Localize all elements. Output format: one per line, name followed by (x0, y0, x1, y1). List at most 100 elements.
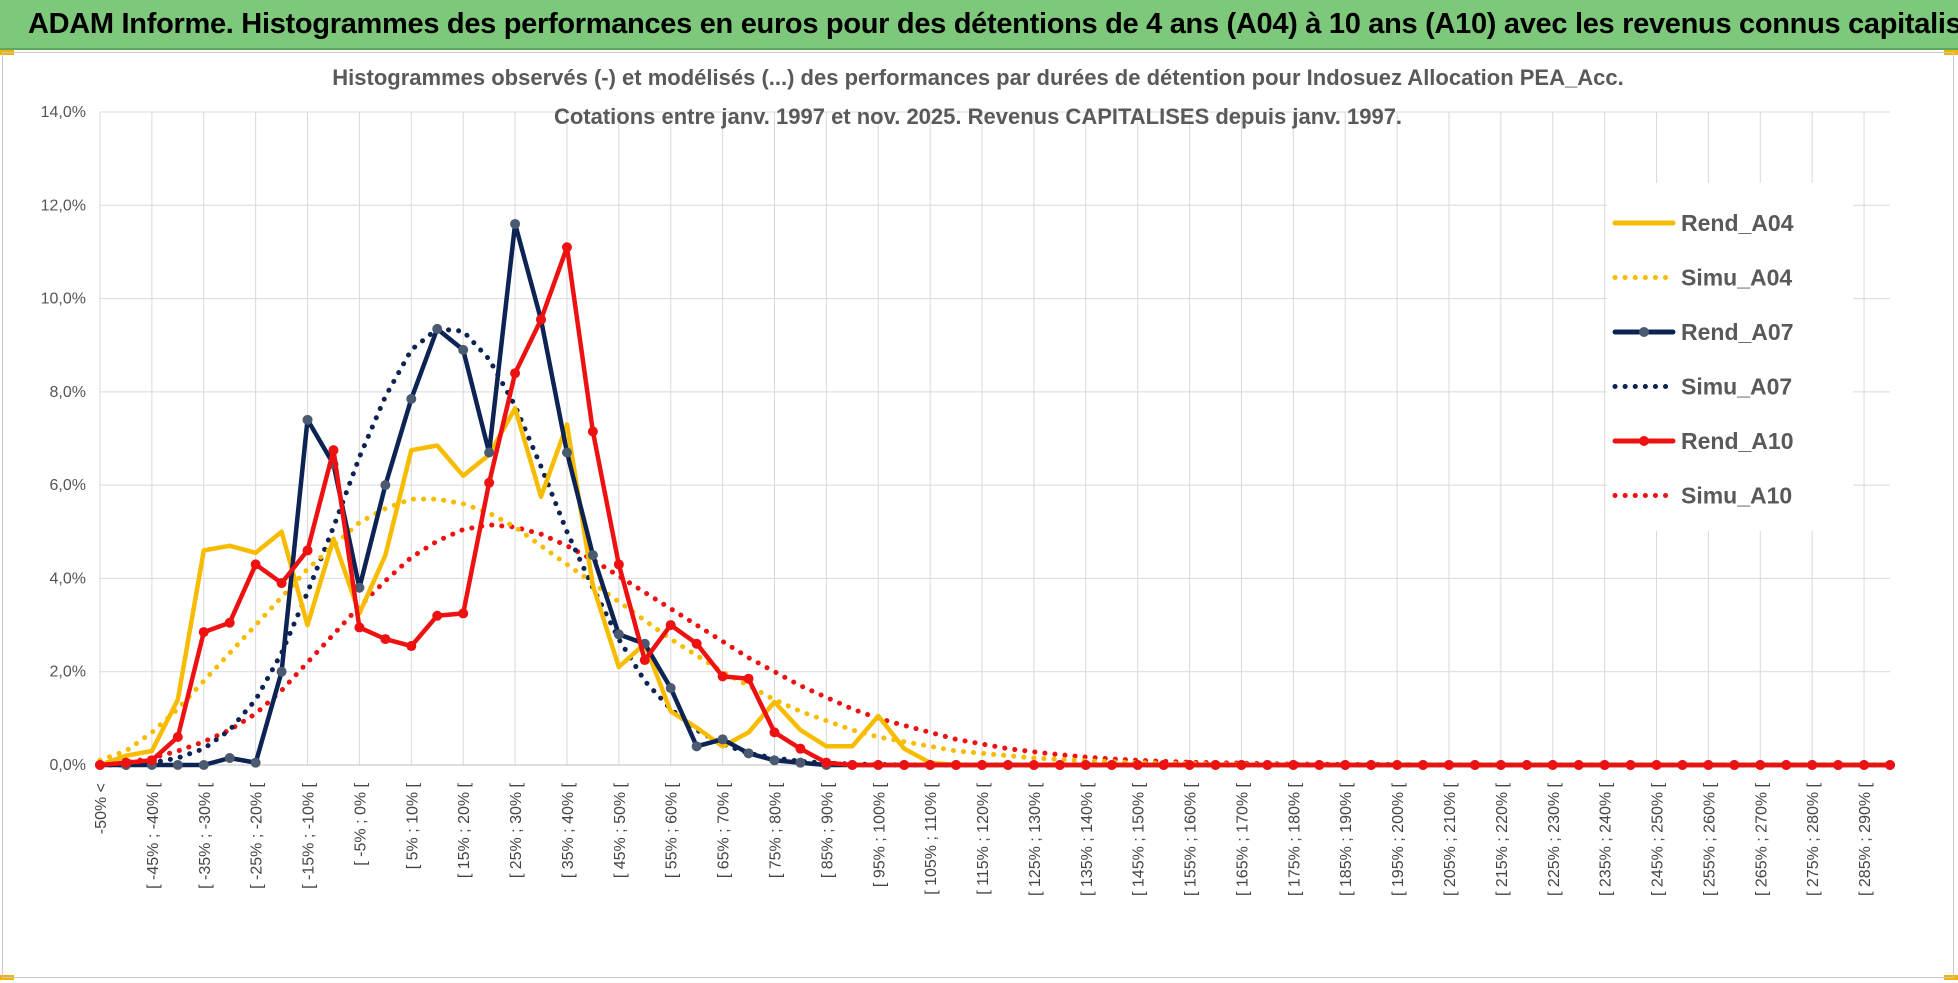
data-point (510, 368, 521, 379)
data-point (1028, 760, 1039, 770)
data-point (224, 617, 235, 628)
x-tick-label: [ 225% ; 230% [ (1546, 782, 1563, 896)
x-tick-label: [ 145% ; 150% [ (1131, 782, 1148, 896)
data-point (406, 641, 417, 652)
data-point (276, 578, 287, 589)
data-point (561, 242, 572, 253)
y-tick-label: 0,0% (50, 757, 86, 774)
x-tick-label: [ 255% ; 260% [ (1701, 782, 1718, 896)
data-point (1002, 760, 1013, 770)
data-point (769, 727, 780, 738)
x-tick-label: [ -45% ; -40% [ (145, 782, 162, 888)
data-point (743, 748, 754, 759)
data-point (380, 480, 391, 491)
chart-frame: 0,0% 2,0% 4,0% 6,0% 8,0% 10,0% 12,0% 14,0% -50% … (2, 52, 1954, 978)
data-point (250, 757, 261, 768)
x-tick-label: [ 35% ; 40% [ (560, 782, 577, 878)
data-point (795, 757, 806, 768)
data-point (302, 414, 313, 425)
x-tick-label: [ 185% ; 190% [ (1338, 782, 1355, 896)
data-point (120, 757, 131, 768)
legend-label: Simu_A07 (1681, 374, 1792, 400)
data-point (276, 666, 287, 677)
data-point (665, 620, 676, 631)
data-point (484, 477, 495, 488)
data-point (1392, 760, 1403, 770)
x-tick-label: [ 235% ; 240% [ (1598, 782, 1615, 896)
data-point (198, 627, 209, 638)
data-point (1885, 760, 1895, 770)
data-point (1210, 760, 1221, 770)
x-tick-label: [ 65% ; 70% [ (716, 782, 733, 878)
x-tick-label: [ 95% ; 100% [ (871, 782, 888, 887)
data-point (1288, 760, 1299, 770)
data-point (172, 760, 183, 770)
data-point (821, 757, 832, 768)
data-point (354, 582, 365, 593)
x-tick-label: [ 45% ; 50% [ (612, 782, 629, 878)
data-point (146, 755, 157, 766)
x-tick-label: [ 155% ; 160% [ (1183, 782, 1200, 896)
data-point (1314, 760, 1325, 770)
data-point (1443, 760, 1454, 770)
x-tick-label: [ 5% ; 10% [ (404, 782, 421, 869)
data-point (1054, 760, 1065, 770)
legend-label: Rend_A04 (1681, 210, 1794, 236)
data-point (899, 760, 910, 770)
data-point (1807, 760, 1818, 770)
legend-label: Rend_A07 (1681, 319, 1793, 345)
x-tick-label: [ 275% ; 280% [ (1805, 782, 1822, 896)
data-point (717, 734, 728, 745)
x-tick-label: [ 195% ; 200% [ (1390, 782, 1407, 896)
data-point (250, 559, 261, 570)
data-point (1625, 760, 1636, 770)
data-point (1469, 760, 1480, 770)
x-tick-label: [ -25% ; -20% [ (249, 782, 266, 888)
data-point (1651, 760, 1662, 770)
data-point (1703, 760, 1714, 770)
report-title: ADAM Informe. Histogrammes des performan… (28, 8, 1958, 40)
data-point (354, 622, 365, 633)
data-point (613, 559, 624, 570)
x-tick-label: [ 245% ; 250% [ (1650, 782, 1667, 896)
data-point (1080, 760, 1091, 770)
data-point (406, 393, 417, 404)
data-point (1781, 760, 1792, 770)
data-point (484, 447, 495, 458)
data-point (1262, 760, 1273, 770)
data-point (769, 755, 780, 766)
data-point (510, 218, 521, 229)
x-tick-label: [ 165% ; 170% [ (1234, 782, 1251, 896)
data-point (172, 732, 183, 743)
data-point (328, 445, 339, 456)
data-point (1755, 760, 1766, 770)
data-point (302, 545, 313, 556)
data-point (1106, 760, 1117, 770)
data-point (1833, 760, 1844, 770)
data-point (561, 447, 572, 458)
data-point (1495, 760, 1506, 770)
legend-box (1607, 183, 1853, 531)
x-tick-label: [ 15% ; 20% [ (456, 782, 473, 878)
data-point (1366, 760, 1377, 770)
data-point (1573, 760, 1584, 770)
data-point (743, 673, 754, 684)
histogram-chart: 0,0% 2,0% 4,0% 6,0% 8,0% 10,0% 12,0% 14,0% -50% … (41, 65, 1895, 896)
legend-label: Simu_A04 (1681, 265, 1792, 291)
data-point (1599, 760, 1610, 770)
x-tick-label: [ 25% ; 30% [ (508, 782, 525, 878)
data-point (1859, 760, 1870, 770)
x-tick-label: [ 205% ; 210% [ (1442, 782, 1459, 896)
data-point (380, 634, 391, 645)
data-point (432, 610, 443, 621)
data-point (458, 608, 469, 619)
legend-label: Simu_A10 (1681, 483, 1792, 509)
x-tick-label: [ -15% ; -10% [ (301, 782, 318, 888)
x-tick-label: [ 75% ; 80% [ (767, 782, 784, 878)
y-tick-label: 6,0% (50, 477, 86, 494)
data-point (1677, 760, 1688, 770)
x-tick-label: [ 265% ; 270% [ (1753, 782, 1770, 896)
x-tick-label: [ 175% ; 180% [ (1286, 782, 1303, 896)
data-point (1132, 760, 1143, 770)
y-tick-label: 2,0% (50, 664, 86, 681)
